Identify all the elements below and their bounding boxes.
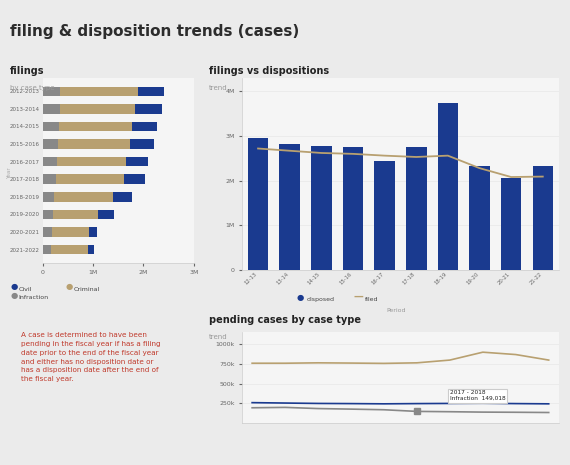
Bar xyxy=(343,147,363,270)
Bar xyxy=(279,144,300,270)
Text: Criminal: Criminal xyxy=(74,286,100,292)
Text: A case is determined to have been
pending in the fiscal year if has a filing
dat: A case is determined to have been pendin… xyxy=(21,332,160,382)
Bar xyxy=(43,157,57,166)
Bar xyxy=(60,86,139,96)
Text: disposed: disposed xyxy=(307,297,335,302)
Bar xyxy=(54,192,113,202)
Text: ●: ● xyxy=(66,282,73,291)
Bar xyxy=(139,86,164,96)
Bar xyxy=(56,174,124,184)
Bar xyxy=(124,174,145,184)
Bar xyxy=(501,179,522,270)
Bar xyxy=(532,166,553,270)
Bar xyxy=(248,138,268,270)
Bar xyxy=(43,174,56,184)
Text: Year: Year xyxy=(7,167,12,179)
Text: —: — xyxy=(353,292,363,302)
Text: filing & disposition trends (cases): filing & disposition trends (cases) xyxy=(10,24,299,40)
Text: Infraction: Infraction xyxy=(19,295,49,300)
Text: 2017 - 2018
Infraction  149,018: 2017 - 2018 Infraction 149,018 xyxy=(450,390,506,401)
Bar xyxy=(136,104,161,114)
Bar xyxy=(43,227,52,237)
Text: by case type: by case type xyxy=(10,85,55,91)
Bar xyxy=(374,160,395,270)
Bar xyxy=(127,157,148,166)
Text: filed: filed xyxy=(365,297,378,302)
Bar xyxy=(58,139,130,149)
Bar xyxy=(43,122,59,131)
Bar xyxy=(113,192,132,202)
Bar xyxy=(89,227,97,237)
Text: filings vs dispositions: filings vs dispositions xyxy=(209,66,329,76)
Bar xyxy=(43,210,53,219)
Bar xyxy=(132,122,157,131)
Bar xyxy=(406,147,426,270)
Text: ●: ● xyxy=(296,293,304,302)
Bar xyxy=(311,146,332,270)
Bar xyxy=(60,104,136,114)
Bar xyxy=(130,139,154,149)
Bar xyxy=(43,245,51,254)
Bar xyxy=(59,122,132,131)
Bar xyxy=(43,86,60,96)
Bar xyxy=(43,104,60,114)
Text: ●: ● xyxy=(10,291,18,299)
Bar xyxy=(53,210,98,219)
Text: ●: ● xyxy=(10,282,18,291)
Text: Civil: Civil xyxy=(19,286,32,292)
Bar xyxy=(88,245,93,254)
Text: Period: Period xyxy=(386,307,406,312)
Text: trend: trend xyxy=(209,333,228,339)
Bar xyxy=(43,139,58,149)
Text: trend: trend xyxy=(209,85,228,91)
Bar xyxy=(98,210,114,219)
Bar xyxy=(51,245,88,254)
Bar xyxy=(52,227,89,237)
Bar xyxy=(469,166,490,270)
Bar xyxy=(43,192,54,202)
Text: pending cases by case type: pending cases by case type xyxy=(209,315,361,325)
Bar xyxy=(57,157,127,166)
Text: filings: filings xyxy=(10,66,45,76)
Bar xyxy=(438,103,458,270)
